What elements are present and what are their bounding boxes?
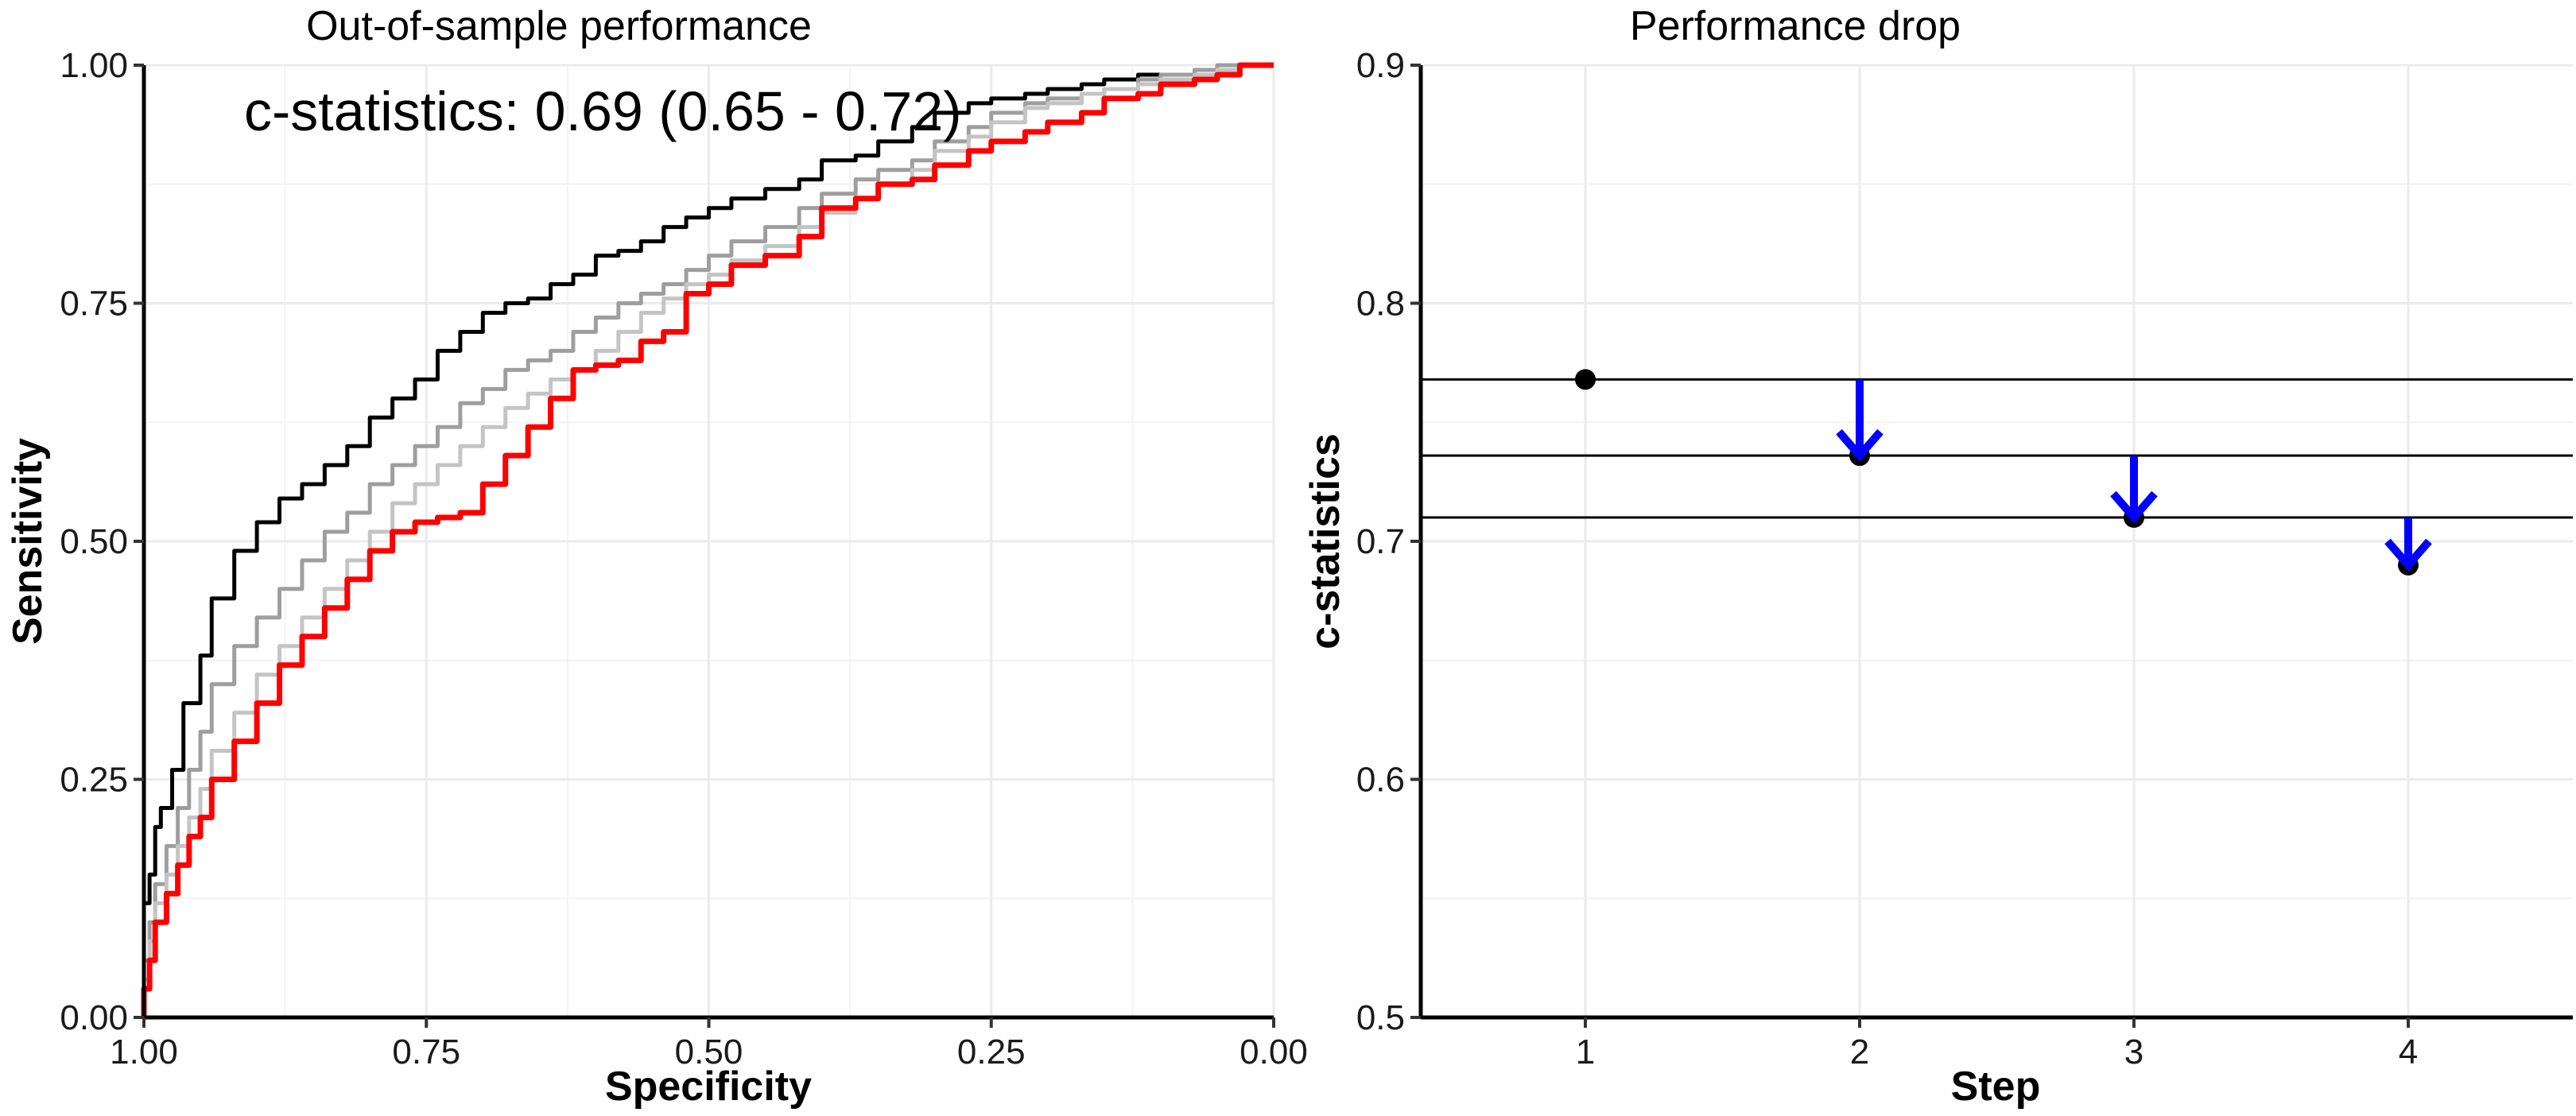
roc-x-tick-label: 0.25	[957, 1033, 1026, 1071]
drop-points	[1575, 369, 2419, 575]
roc-curve	[142, 63, 1274, 1017]
drop-arrow	[1836, 379, 1884, 462]
drop-arrow	[2384, 517, 2432, 572]
roc-x-tick-label: 1.00	[110, 1033, 178, 1071]
drop-grid	[1421, 64, 2573, 1019]
drop-reference-lines	[1421, 378, 2573, 519]
drop-x-tick-label: 4	[2399, 1033, 2418, 1071]
roc-y-tick-label: 0.75	[60, 285, 128, 324]
drop-arrow	[2110, 455, 2158, 524]
drop-y-tick-label: 0.7	[1356, 522, 1405, 561]
roc-y-tick-label: 0.00	[60, 998, 128, 1037]
roc-ticks: 1.00 0.75 0.50 0.25 0.00 0.00 0.25 0.50 0.75 1.00	[60, 46, 1307, 1071]
roc-panel: 1.00 0.75 0.50 0.25 0.000.000.250.500.751.00…	[5, 3, 1308, 1110]
roc-curve	[142, 63, 1274, 1017]
roc-title: Out-of-sample performance	[306, 3, 812, 49]
roc-x-axis-title: Specificity	[605, 1064, 812, 1110]
drop-y-tick-label: 0.6	[1356, 761, 1405, 800]
drop-y-tick-label: 0.8	[1356, 285, 1405, 324]
roc-y-axis-title: Sensitivity	[5, 438, 51, 645]
roc-y-tick-label: 0.25	[60, 761, 128, 800]
roc-curve	[141, 62, 1274, 1017]
drop-x-tick-label: 1	[1576, 1033, 1595, 1071]
c-statistic-point	[1575, 369, 1596, 390]
roc-x-tick-label: 0.00	[1240, 1033, 1308, 1071]
drop-panel: 1 2 3 4 0.5 0.6 0.7 0.8 0.9 Performance drop Ste…	[1302, 3, 2573, 1110]
roc-y-tick-label: 1.00	[60, 46, 128, 85]
drop-y-tick-label: 0.9	[1356, 46, 1405, 85]
drop-arrows	[1836, 379, 2432, 572]
drop-ticks: 1 2 3 4 0.5 0.6 0.7 0.8 0.9	[1356, 46, 2418, 1071]
drop-x-tick-label: 2	[1850, 1033, 1869, 1071]
roc-x-tick-label: 0.75	[392, 1033, 460, 1071]
drop-x-axis-title: Step	[1951, 1064, 2041, 1110]
roc-curves	[141, 62, 1274, 1017]
drop-y-tick-label: 0.5	[1356, 998, 1405, 1037]
roc-curve	[142, 63, 1274, 1017]
drop-x-tick-label: 3	[2124, 1033, 2143, 1071]
drop-y-axis-title: c-statistics	[1302, 433, 1348, 649]
roc-x-tick-label: 0.50	[675, 1033, 743, 1071]
drop-title: Performance drop	[1630, 3, 1961, 49]
c-statistic-annotation: c-statistics: 0.69 (0.65 - 0.72)	[244, 80, 962, 142]
roc-y-tick-label: 0.50	[60, 522, 128, 561]
